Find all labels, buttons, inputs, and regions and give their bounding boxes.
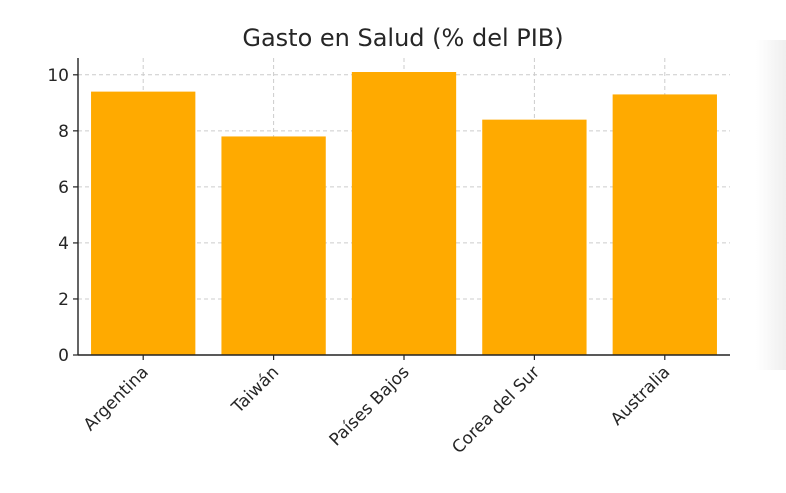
y-tick-label: 8 xyxy=(58,122,69,142)
y-tick-label: 10 xyxy=(47,66,69,86)
bar xyxy=(351,72,457,356)
bar xyxy=(482,119,587,355)
y-tick-label: 6 xyxy=(58,178,69,198)
y-tick-label: 2 xyxy=(58,290,69,310)
chart-title: Gasto en Salud (% del PIB) xyxy=(242,24,563,52)
bar xyxy=(612,94,717,355)
bar xyxy=(221,136,326,355)
x-tick-label: Corea del Sur xyxy=(448,362,544,458)
x-tick-label: Argentina xyxy=(80,362,153,435)
right-edge-fade xyxy=(756,40,786,370)
bars-layer xyxy=(91,72,717,356)
x-tick-label: Australia xyxy=(607,362,674,429)
x-tick-label: Taiwán xyxy=(227,362,283,418)
y-tick-label: 4 xyxy=(58,234,69,254)
bar xyxy=(91,91,196,355)
x-tick-label: Países Bajos xyxy=(326,362,414,450)
y-tick-label: 0 xyxy=(58,346,69,366)
